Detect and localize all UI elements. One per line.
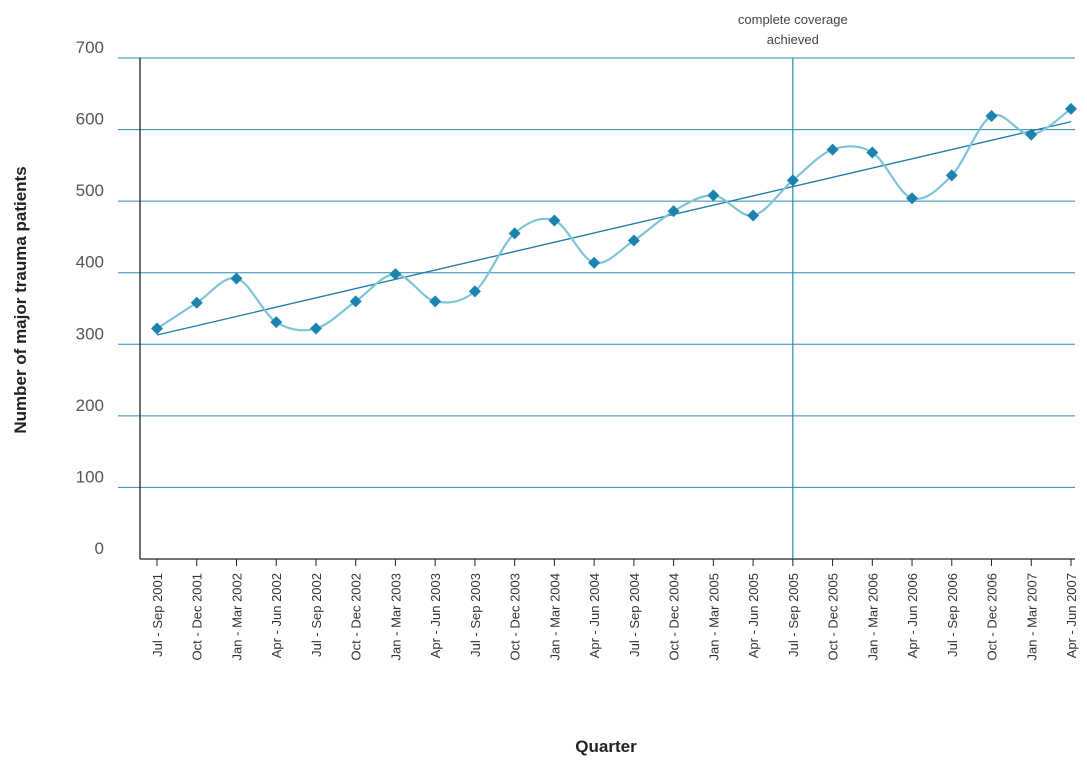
data-point-marker [270,316,283,329]
x-axis-ticks: Jul - Sep 2001 Oct - Dec 2001 Jan - Mar 20… [150,559,1079,660]
x-tick-label: Apr - Jun 2007 [1064,573,1079,658]
data-point-marker [190,296,203,309]
x-tick-label: Jan - Mar 2005 [706,573,721,660]
data-point-marker [826,143,839,156]
data-point-marker [945,169,958,182]
x-tick-label: Jan - Mar 2006 [865,573,880,660]
data-point-marker [389,268,402,281]
y-tick-label: 200 [76,396,104,415]
y-tick-label: 700 [76,38,104,57]
x-tick-label: Jul - Sep 2001 [150,573,165,657]
series-markers [151,102,1077,335]
x-tick-label: Apr - Jun 2002 [269,573,284,658]
data-point-marker [588,256,601,269]
x-tick-label: Oct - Dec 2006 [985,573,1000,660]
x-tick-label: Jul - Sep 2005 [786,573,801,657]
annotation-line-2: achieved [767,32,819,47]
y-tick-label: 300 [76,324,104,343]
data-point-marker [985,109,998,122]
x-tick-label: Apr - Jun 2006 [905,573,920,658]
x-tick-label: Oct - Dec 2001 [190,573,205,660]
data-point-marker [349,295,362,308]
x-tick-label: Oct - Dec 2002 [349,573,364,660]
data-point-marker [468,285,481,298]
data-point-marker [548,214,561,227]
x-tick-label: Jul - Sep 2003 [468,573,483,657]
annotation-line-1: complete coverage [738,12,848,27]
y-tick-label: 500 [76,181,104,200]
trend-line [156,121,1072,336]
x-tick-label: Jul - Sep 2006 [945,573,960,657]
x-tick-label: Jul - Sep 2004 [627,573,642,657]
data-point-marker [508,227,521,240]
data-point-marker [151,322,163,335]
x-tick-label: Jan - Mar 2007 [1024,573,1039,660]
series-line [156,107,1072,332]
y-tick-label: 600 [76,110,104,129]
data-point-marker [786,174,799,187]
y-axis-ticks: 0 100 200 300 400 500 600 700 [76,38,104,558]
data-point-marker [429,295,442,308]
data-point-marker [906,192,919,205]
x-axis-title: Quarter [575,737,637,756]
data-point-marker [707,189,720,202]
y-tick-label: 400 [76,253,104,272]
x-tick-label: Apr - Jun 2003 [428,573,443,658]
x-tick-label: Jan - Mar 2004 [547,573,562,660]
data-point-marker [667,205,680,218]
data-point-marker [627,234,640,247]
x-tick-label: Oct - Dec 2005 [826,573,841,660]
x-tick-label: Apr - Jun 2005 [746,573,761,658]
gridlines [118,57,1075,488]
data-point-marker [747,209,760,222]
data-point-marker [1065,102,1077,115]
x-tick-label: Oct - Dec 2004 [667,573,682,660]
y-tick-label: 100 [76,467,104,486]
data-point-marker [309,322,322,335]
x-tick-label: Oct - Dec 2003 [508,573,523,660]
x-tick-label: Jan - Mar 2003 [388,573,403,660]
x-tick-label: Jan - Mar 2002 [229,573,244,660]
data-point-marker [866,146,879,159]
y-tick-label: 0 [95,539,104,558]
x-tick-label: Jul - Sep 2002 [309,573,324,657]
x-tick-label: Apr - Jun 2004 [587,573,602,658]
y-axis-title: Number of major trauma patients [11,166,30,433]
data-point-marker [1025,128,1038,141]
data-point-marker [230,272,243,285]
